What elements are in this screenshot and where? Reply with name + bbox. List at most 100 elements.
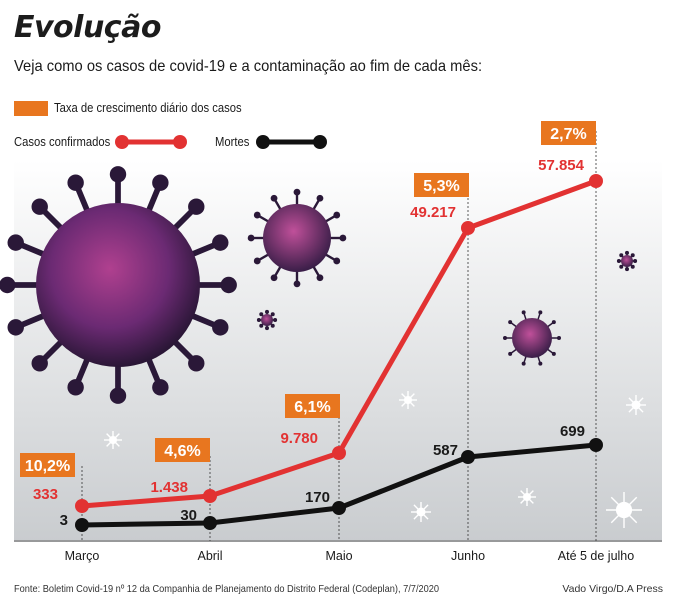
- rate-badge: 6,1%: [285, 394, 340, 418]
- rate-label: 2,7%: [550, 126, 586, 143]
- virus-spike-tip: [253, 257, 261, 265]
- page-subtitle: Veja como os casos de covid-19 e a conta…: [14, 58, 483, 75]
- virus-spike-tip: [67, 379, 84, 396]
- legend-rate-swatch: [14, 101, 48, 116]
- cases-value-label: 9.780: [280, 430, 318, 447]
- rate-badge: 4,6%: [155, 438, 210, 462]
- sparkle-icon: [606, 492, 642, 528]
- x-tick-label: Maio: [325, 549, 352, 563]
- virus-spike-tip: [521, 361, 526, 366]
- virus-spike-tip: [557, 336, 561, 340]
- virus-spike-tip: [109, 166, 127, 183]
- virus-spike-tip: [31, 355, 48, 372]
- sparkle-core: [631, 400, 641, 410]
- virus-body: [621, 255, 633, 267]
- deaths-point: [203, 516, 217, 530]
- virus-spike-tip: [247, 234, 255, 242]
- virus-body: [263, 204, 331, 272]
- legend-dot: [173, 135, 187, 149]
- virus-spike-tip: [188, 355, 205, 372]
- virus-spike-tip: [256, 318, 261, 322]
- virus-spike-tip: [625, 250, 629, 255]
- rate-label: 4,6%: [164, 443, 200, 460]
- cases-point: [589, 174, 603, 188]
- deaths-value-label: 3: [60, 512, 68, 529]
- virus-spike-tip: [265, 326, 269, 331]
- virus-spike-tip: [293, 280, 301, 288]
- virus-spike-tip: [316, 274, 324, 282]
- rate-box: [541, 121, 596, 145]
- legend-cases-marker: [115, 135, 187, 149]
- deaths-value-label: 30: [180, 507, 197, 524]
- virus-spike-tip: [508, 320, 513, 325]
- cases-point: [332, 446, 346, 460]
- virus-spike-tip: [633, 259, 638, 263]
- virus-medium-icon: [247, 188, 347, 288]
- virus-spike-tip: [253, 211, 261, 219]
- virus-spike-tip: [270, 274, 278, 282]
- virus-spike-tip: [619, 264, 624, 269]
- cases-point: [75, 499, 89, 513]
- legend-deaths-label: Mortes: [215, 135, 250, 149]
- rate-badge: 2,7%: [541, 121, 596, 145]
- virus-spike-tip: [109, 387, 127, 404]
- sparkle-core: [403, 395, 413, 405]
- rate-badge: 10,2%: [20, 453, 75, 477]
- virus-spike-tip: [293, 188, 301, 196]
- rate-badge: 5,3%: [414, 173, 469, 197]
- x-tick-label: Abril: [197, 549, 222, 563]
- virus-spike-tip: [316, 194, 324, 202]
- legend-dot: [256, 135, 270, 149]
- deaths-point: [332, 501, 346, 515]
- virus-spike-tip: [212, 319, 229, 336]
- virus-small-icon: [503, 310, 561, 366]
- cases-value-label: 57.854: [538, 157, 585, 174]
- deaths-value-label: 587: [433, 442, 458, 459]
- rate-box: [285, 394, 340, 418]
- virus-body: [261, 314, 273, 326]
- sparkle-core: [108, 435, 118, 445]
- virus-spike-tip: [551, 351, 556, 356]
- rate-label: 10,2%: [25, 458, 70, 475]
- sparkle-core: [615, 501, 633, 519]
- virus-spike-tip: [152, 379, 169, 396]
- virus-spike-tip: [538, 361, 543, 366]
- virus-body: [512, 318, 552, 358]
- legend-deaths-marker: [256, 135, 327, 149]
- legend-rate-label: Taxa de crescimento diário dos casos: [54, 101, 242, 115]
- cases-value-label: 1.438: [150, 479, 188, 496]
- page-title: Evolução: [14, 10, 161, 45]
- virus-spike-tip: [152, 174, 169, 191]
- deaths-point: [589, 438, 603, 452]
- virus-spike-tip: [259, 323, 264, 328]
- deaths-point: [75, 518, 89, 532]
- footer-credit: Vado Virgo/D.A Press: [562, 583, 663, 595]
- rate-label: 5,3%: [423, 178, 459, 195]
- x-tick-label: Março: [65, 549, 100, 563]
- virus-spike-tip: [521, 310, 526, 315]
- footer-source: Fonte: Boletim Covid-19 nº 12 da Companh…: [14, 583, 440, 595]
- legend-cases-label: Casos confirmados: [14, 135, 111, 149]
- rate-label: 6,1%: [294, 399, 330, 416]
- virus-spike-tip: [270, 323, 275, 328]
- rate-box: [20, 453, 75, 477]
- virus-spike-tip: [625, 267, 629, 272]
- virus-spike-tip: [538, 310, 543, 315]
- virus-spike-tip: [333, 211, 341, 219]
- virus-tiny-icon: [256, 309, 278, 331]
- virus-spike-tip: [188, 198, 205, 215]
- virus-tiny-icon: [616, 250, 638, 272]
- legend-dot: [313, 135, 327, 149]
- x-tick-label: Junho: [451, 549, 485, 563]
- virus-spike-tip: [220, 276, 237, 294]
- sparkle-icon: [104, 431, 122, 449]
- virus-spike-tip: [259, 312, 264, 317]
- virus-spike-tip: [265, 309, 269, 314]
- cases-value-label: 49.217: [410, 204, 456, 221]
- virus-spike-tip: [7, 234, 24, 251]
- virus-spike-tip: [273, 318, 278, 322]
- sparkle-core: [522, 492, 532, 502]
- rate-box: [155, 438, 210, 462]
- virus-spike-tip: [508, 351, 513, 356]
